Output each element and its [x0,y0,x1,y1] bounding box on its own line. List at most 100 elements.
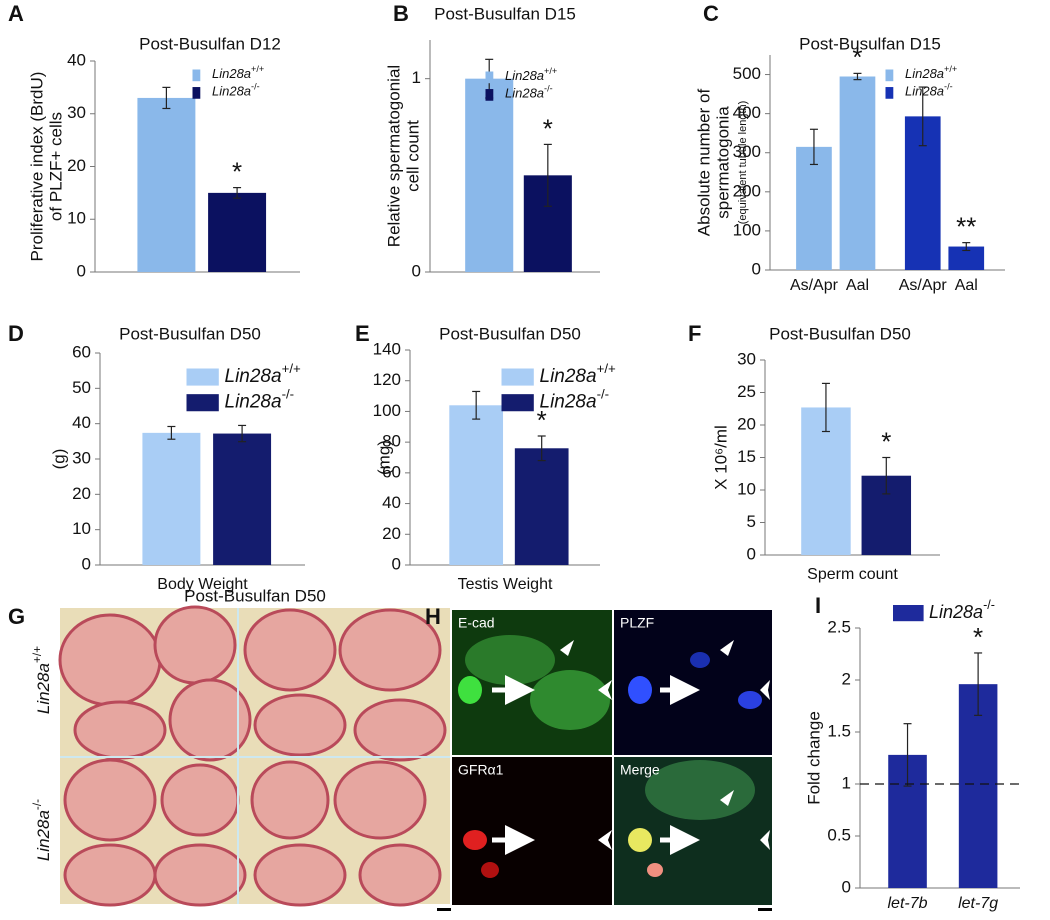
channel-label: Merge [620,762,660,778]
y-tick-label: 0 [82,554,91,573]
y-axis-label: (mg) [374,440,393,475]
y-tick-label: 10 [67,209,86,228]
significance-mark: * [232,156,242,186]
panel-letter: E [355,321,370,346]
y-tick-label: 30 [737,349,756,368]
legend-label: Lin28a+/+ [212,64,264,81]
y-axis-label: of PLZF+ cells [46,112,65,221]
bar [213,433,272,565]
y-tick-label: 1 [842,773,851,792]
y-tick-label: 400 [733,103,761,122]
bar [958,684,998,888]
error-bar [472,390,481,420]
y-tick-label: 100 [373,401,401,420]
bar [839,76,876,270]
legend-swatch [485,89,494,101]
legend-label: Lin28a+/+ [505,66,557,83]
error-bar [162,86,171,110]
panel-letter: B [393,1,409,26]
chart-panel: E Post-Busulfan D50 0 20 40 60 80 100 120 140 * (mg… [355,321,616,593]
legend-swatch [485,71,494,84]
y-tick-label: 0.5 [827,825,851,844]
error-bar [974,652,983,716]
y-tick-label: 0 [842,877,851,896]
error-bar [809,128,818,166]
y-tick-label: 15 [737,447,756,466]
error-bar [853,72,862,81]
y-axis-label: Relative spermatogonial [384,65,403,247]
legend-swatch [885,87,894,99]
chart-title: Post-Busulfan D12 [139,34,281,53]
bar [137,97,196,272]
legend-label: Lin28a-/- [225,387,295,413]
y-axis-label: Fold change [804,711,823,805]
y-tick-label: 2 [842,669,851,688]
x-tick-label: let-7g [958,895,998,912]
error-bar [233,187,242,199]
y-tick-label: 100 [733,220,761,239]
y-tick-label: 0 [412,261,421,280]
chart-panel: A Post-Busulfan D12 0 10 20 30 40 * Proliferativ… [8,1,300,280]
y-tick-label: 1.5 [827,721,851,740]
y-tick-label: 20 [382,524,401,543]
y-tick-label: 500 [733,64,761,83]
y-tick-label: 5 [747,512,756,531]
y-tick-label: 0 [752,259,761,278]
bar [514,448,569,565]
channel-label: PLZF [620,615,654,631]
legend-swatch [885,69,894,82]
micrograph [58,605,451,911]
bar [948,246,985,270]
row-label: Lin28a-/- [30,799,53,861]
chart-panel: F Post-Busulfan D50 0 5 10 15 20 25 30 * X 10⁶/ml S… [688,321,940,583]
significance-mark: * [973,622,983,652]
legend-label: Lin28a-/- [212,82,260,99]
y-tick-label: 10 [737,479,756,498]
error-bar [918,86,927,147]
bar [796,146,832,270]
y-tick-label: 30 [67,103,86,122]
error-bar [543,143,552,207]
chart-title: Post-Busulfan D50 [119,324,261,343]
legend-label: Lin28a+/+ [225,361,302,387]
panel-title: Post-Busulfan D50 [184,586,326,605]
y-tick-label: 0 [77,261,86,280]
panel-g: G Post-Busulfan D50 Lin28a+/+ Lin28a-/- [8,586,451,911]
legend-swatch [501,368,534,386]
y-tick-label: 20 [737,414,756,433]
y-axis-label: cell count [403,120,422,192]
y-tick-label: 0 [392,554,401,573]
micrograph [452,610,772,911]
legend-label: Lin28a-/- [540,387,610,413]
error-bar [903,723,912,787]
y-axis-label: Proliferative index (BrdU) [27,72,46,262]
y-tick-label: 50 [72,378,91,397]
y-tick-label: 2.5 [827,617,851,636]
y-tick-label: 120 [373,370,401,389]
x-axis-label: Sperm count [807,566,898,583]
y-tick-label: 1 [412,68,421,87]
chart-panel: C Post-Busulfan D15 0 100 200 300 400 500 As/Apr… [694,1,1005,294]
x-tick-label: As/Apr [899,277,948,294]
y-tick-label: 200 [733,181,761,200]
panel-letter: H [425,604,441,629]
legend-label: Lin28a+/+ [905,64,957,81]
legend-label: Lin28a-/- [905,82,953,99]
y-axis-label: Absolute number of [694,89,713,237]
panel-letter: D [8,321,24,346]
bar [208,192,267,272]
significance-mark: * [537,405,547,435]
legend-swatch [501,394,534,412]
y-tick-label: 30 [72,448,91,467]
panel-letter: C [703,1,719,26]
bar [449,405,504,565]
chart-panel: B Post-Busulfan D15 0 1 * Relative spermatogo… [384,1,600,280]
bar [142,432,201,565]
panel-letter: A [8,1,24,26]
row-label: Lin28a+/+ [30,646,53,714]
legend-swatch [192,69,201,82]
panel-letter: I [815,593,821,618]
y-tick-label: 140 [373,339,401,358]
y-tick-label: 0 [747,544,756,563]
